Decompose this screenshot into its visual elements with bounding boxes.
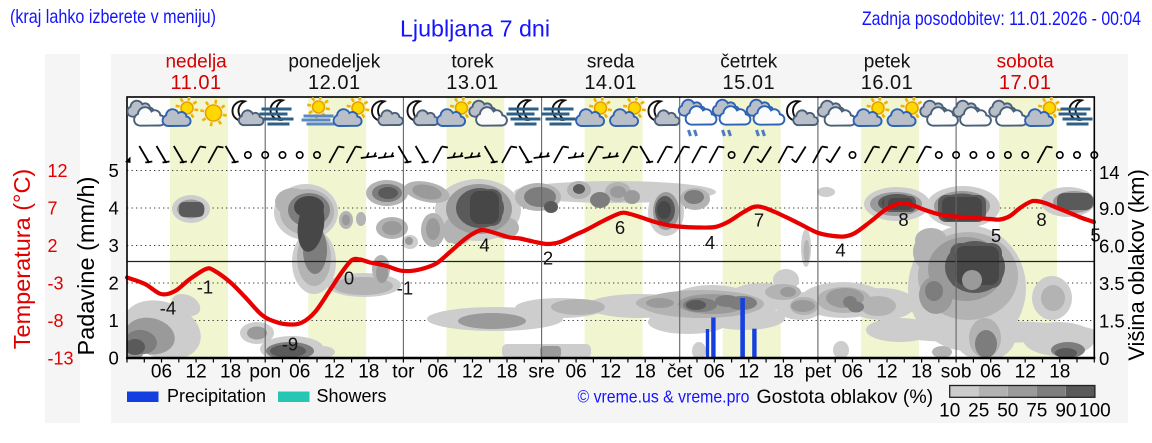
svg-text:torek: torek bbox=[451, 52, 494, 73]
svg-text:5: 5 bbox=[991, 225, 1001, 246]
svg-text:6: 6 bbox=[615, 217, 625, 238]
svg-text:12: 12 bbox=[876, 362, 897, 383]
svg-text:11.01: 11.01 bbox=[171, 72, 222, 94]
svg-text:Precipitation: Precipitation bbox=[167, 386, 266, 406]
svg-text:14: 14 bbox=[1099, 162, 1120, 183]
svg-text:četrtek: četrtek bbox=[720, 52, 778, 73]
svg-text:17.01: 17.01 bbox=[999, 72, 1052, 94]
svg-text:12.01: 12.01 bbox=[308, 72, 361, 94]
svg-text:Padavine (mm/h): Padavine (mm/h) bbox=[73, 177, 99, 356]
svg-text:06: 06 bbox=[842, 362, 863, 383]
svg-text:13.01: 13.01 bbox=[446, 72, 499, 94]
svg-text:06: 06 bbox=[704, 362, 725, 383]
svg-text:Showers: Showers bbox=[317, 386, 387, 406]
svg-text:4: 4 bbox=[109, 198, 119, 219]
svg-text:petek: petek bbox=[864, 52, 911, 73]
svg-text:6.0: 6.0 bbox=[1099, 236, 1125, 257]
svg-text:Gostota oblakov (%): Gostota oblakov (%) bbox=[757, 386, 934, 408]
svg-text:06: 06 bbox=[151, 362, 172, 383]
svg-text:06: 06 bbox=[289, 362, 310, 383]
svg-text:sre: sre bbox=[528, 362, 554, 383]
svg-text:4: 4 bbox=[479, 234, 489, 255]
svg-text:18: 18 bbox=[773, 362, 794, 383]
svg-text:14.01: 14.01 bbox=[584, 72, 637, 94]
svg-text:25: 25 bbox=[968, 401, 989, 422]
svg-text:© vreme.us & vreme.pro: © vreme.us & vreme.pro bbox=[578, 387, 750, 407]
svg-text:(kraj lahko izberete v meniju): (kraj lahko izberete v meniju) bbox=[10, 6, 216, 28]
svg-text:-8: -8 bbox=[48, 311, 64, 331]
svg-text:2: 2 bbox=[543, 247, 553, 268]
svg-text:06: 06 bbox=[566, 362, 587, 383]
svg-text:12: 12 bbox=[738, 362, 759, 383]
svg-text:0: 0 bbox=[344, 267, 354, 288]
svg-text:-1: -1 bbox=[397, 277, 413, 298]
svg-text:12: 12 bbox=[186, 362, 207, 383]
svg-text:4: 4 bbox=[705, 232, 715, 253]
svg-text:0: 0 bbox=[109, 348, 119, 369]
svg-text:sob: sob bbox=[941, 362, 972, 383]
svg-text:Ljubljana 7 dni: Ljubljana 7 dni bbox=[400, 16, 550, 42]
svg-text:18: 18 bbox=[911, 362, 932, 383]
svg-text:12: 12 bbox=[462, 362, 483, 383]
svg-text:4: 4 bbox=[835, 239, 845, 260]
svg-text:Temperatura (°C): Temperatura (°C) bbox=[9, 169, 35, 349]
svg-text:18: 18 bbox=[635, 362, 656, 383]
svg-text:15.01: 15.01 bbox=[723, 72, 776, 94]
svg-text:18: 18 bbox=[496, 362, 517, 383]
svg-text:pet: pet bbox=[805, 362, 832, 383]
svg-text:1: 1 bbox=[109, 310, 119, 331]
svg-text:ponedeljek: ponedeljek bbox=[288, 52, 380, 73]
svg-text:18: 18 bbox=[1049, 362, 1070, 383]
svg-text:7: 7 bbox=[48, 199, 58, 219]
svg-text:čet: čet bbox=[667, 362, 693, 383]
svg-text:sobota: sobota bbox=[997, 52, 1054, 73]
svg-text:18: 18 bbox=[220, 362, 241, 383]
svg-text:7: 7 bbox=[754, 209, 764, 230]
svg-text:5: 5 bbox=[109, 160, 119, 181]
svg-text:pon: pon bbox=[249, 362, 281, 383]
svg-text:12: 12 bbox=[600, 362, 621, 383]
svg-text:90: 90 bbox=[1055, 401, 1076, 422]
svg-text:tor: tor bbox=[392, 362, 415, 383]
svg-text:18: 18 bbox=[358, 362, 379, 383]
svg-text:-3: -3 bbox=[48, 274, 64, 294]
svg-text:0: 0 bbox=[1099, 348, 1109, 369]
svg-text:nedelja: nedelja bbox=[165, 52, 227, 73]
svg-text:Zadnja posodobitev: 11.01.2026: Zadnja posodobitev: 11.01.2026 - 00:04 bbox=[862, 8, 1141, 30]
svg-text:2: 2 bbox=[48, 236, 58, 256]
svg-text:3.5: 3.5 bbox=[1099, 273, 1125, 294]
svg-text:3: 3 bbox=[109, 235, 119, 256]
svg-text:2: 2 bbox=[109, 273, 119, 294]
svg-text:Višina oblakov (km): Višina oblakov (km) bbox=[1124, 169, 1149, 361]
svg-text:50: 50 bbox=[997, 401, 1018, 422]
svg-text:12: 12 bbox=[324, 362, 345, 383]
svg-text:5: 5 bbox=[1090, 224, 1100, 245]
svg-text:-1: -1 bbox=[197, 276, 213, 297]
svg-text:-13: -13 bbox=[48, 349, 74, 369]
svg-text:06: 06 bbox=[980, 362, 1001, 383]
svg-text:8: 8 bbox=[1036, 209, 1046, 230]
svg-text:100: 100 bbox=[1079, 401, 1111, 422]
svg-text:8: 8 bbox=[898, 209, 908, 230]
svg-text:9.0: 9.0 bbox=[1099, 198, 1125, 219]
svg-text:-9: -9 bbox=[282, 333, 298, 354]
svg-text:sreda: sreda bbox=[587, 52, 635, 73]
svg-text:06: 06 bbox=[427, 362, 448, 383]
svg-text:75: 75 bbox=[1026, 401, 1047, 422]
svg-text:10: 10 bbox=[939, 401, 960, 422]
svg-text:12: 12 bbox=[1015, 362, 1036, 383]
svg-text:12: 12 bbox=[48, 161, 68, 181]
svg-text:16.01: 16.01 bbox=[861, 72, 914, 94]
svg-text:1.5: 1.5 bbox=[1099, 311, 1125, 332]
svg-text:-4: -4 bbox=[160, 297, 176, 318]
